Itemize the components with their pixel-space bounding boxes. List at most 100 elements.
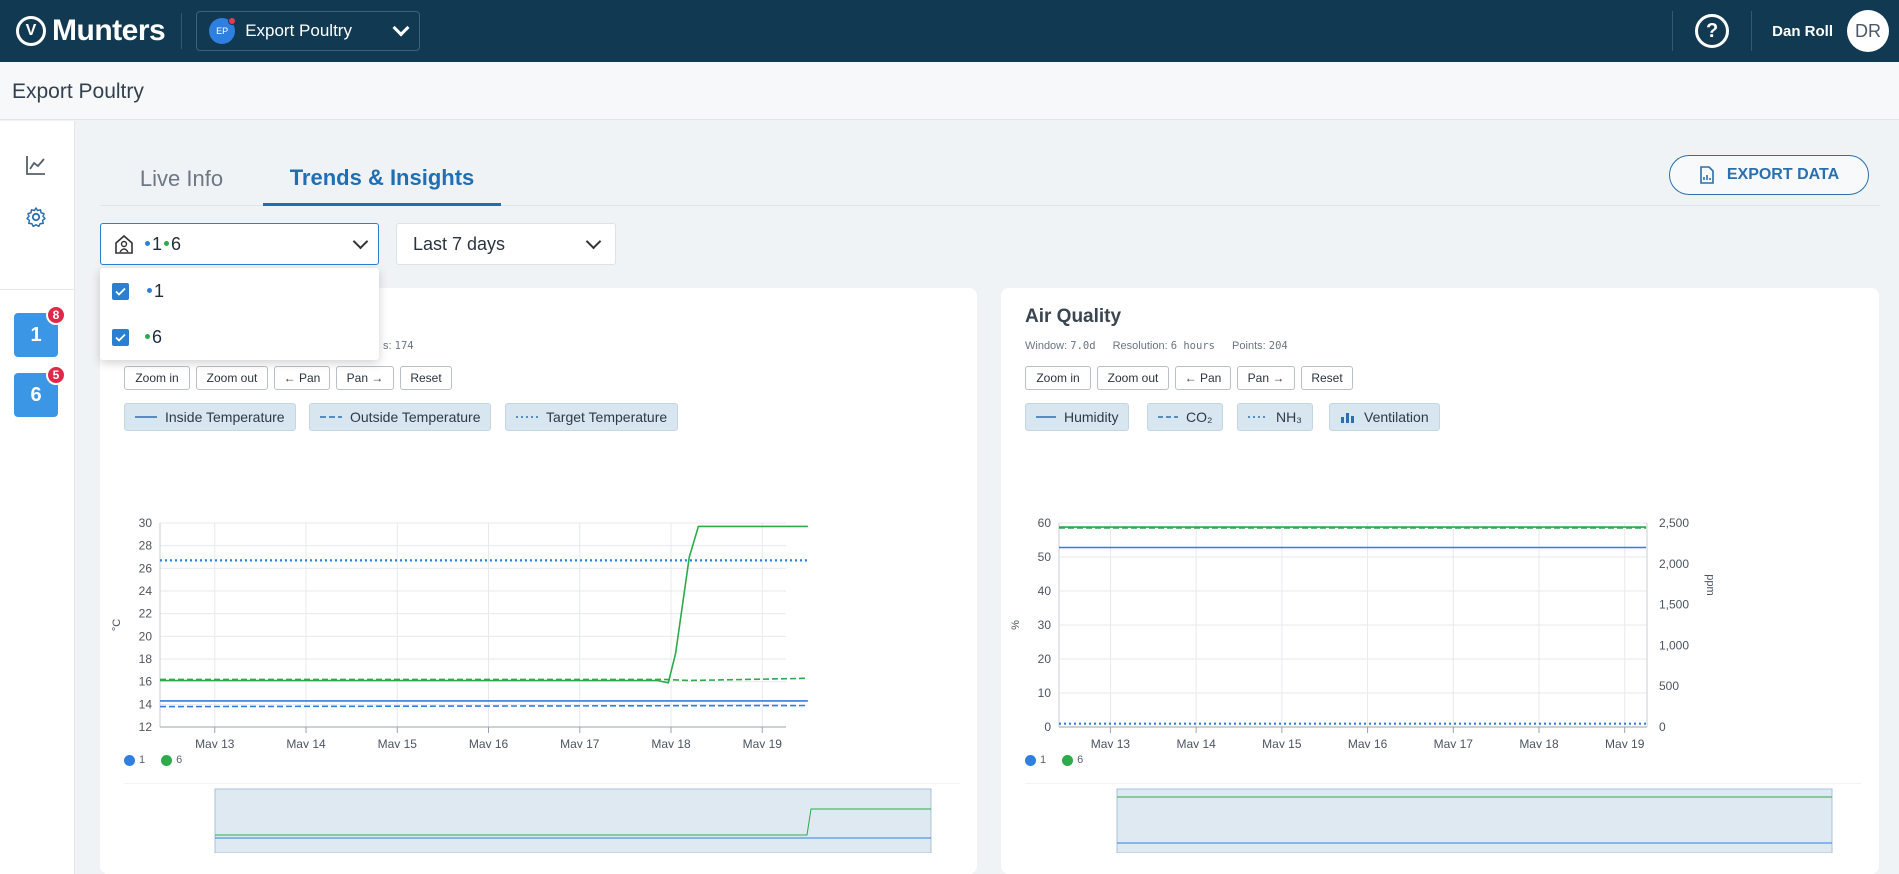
zoom-in-button[interactable]: Zoom in — [124, 366, 190, 390]
house-button-1[interactable]: 1 8 — [14, 305, 66, 357]
legend-label-1: 1 — [1040, 754, 1047, 766]
y-tick-label: 30 — [1038, 618, 1052, 632]
legend-target-temperature[interactable]: Target Temperature — [505, 403, 679, 431]
y-tick-label: 12 — [139, 720, 153, 734]
x-tick-label: May 19 — [1605, 737, 1645, 748]
house-option-1[interactable]: 1 — [112, 276, 164, 306]
y2-tick-label: 1,500 — [1659, 598, 1689, 612]
y-tick-label: 50 — [1038, 550, 1052, 564]
divider — [1751, 11, 1753, 51]
x-tick-label: May 19 — [743, 737, 783, 748]
x-tick-label: May 14 — [1176, 737, 1216, 748]
y-tick-label: 20 — [139, 629, 153, 643]
pan-left-button[interactable]: ← Pan — [274, 366, 330, 390]
checkbox-checked-icon[interactable] — [112, 282, 129, 300]
legend-nh3[interactable]: NH₃ — [1237, 403, 1313, 431]
pan-right-button[interactable]: Pan → — [1237, 366, 1295, 390]
series-legend: 1 6 — [124, 754, 182, 766]
y2-axis-label: ppm — [1704, 574, 1716, 595]
house-option-6[interactable]: 6 — [112, 322, 162, 352]
brand-logo[interactable]: V Munters — [16, 14, 166, 48]
alarm-count-badge: 8 — [46, 305, 66, 325]
house-6-swatch[interactable] — [1062, 754, 1074, 766]
house-icon — [115, 234, 133, 254]
dotted-line-icon — [516, 416, 538, 418]
house-1-swatch[interactable] — [1025, 754, 1036, 766]
house-filter-dropdown: 1 6 — [100, 268, 379, 360]
navigator-series-6 — [215, 808, 931, 836]
house-6-swatch[interactable] — [161, 754, 173, 766]
legend-label-6: 6 — [176, 754, 183, 766]
navigator-window[interactable] — [1116, 788, 1833, 853]
x-tick-label: May 16 — [1348, 737, 1388, 748]
tab-trends-insights[interactable]: Trends & Insights — [263, 152, 501, 206]
y2-tick-label: 2,500 — [1659, 516, 1689, 530]
trends-chart-icon[interactable] — [24, 153, 48, 177]
tab-bar: Live Info Trends & Insights — [100, 152, 1880, 206]
legend-co2[interactable]: CO₂ — [1147, 403, 1224, 431]
y-tick-label: 0 — [1044, 720, 1051, 734]
gear-icon[interactable] — [24, 205, 48, 229]
site-selector[interactable]: EP Export Poultry — [196, 11, 421, 51]
y2-tick-label: 1,000 — [1659, 638, 1689, 652]
temperature-range-navigator[interactable] — [100, 783, 977, 853]
option-label: 6 — [152, 326, 163, 347]
series-line-outside-temperature-house-1 — [159, 704, 808, 708]
pan-right-button[interactable]: Pan → — [336, 366, 394, 390]
user-name[interactable]: Dan Roll — [1772, 22, 1833, 40]
legend-ventilation[interactable]: Ventilation — [1329, 403, 1440, 431]
card-meta: Window: 7.0d Resolution: 6 hours Points:… — [1025, 340, 1288, 352]
house-6-color-dot — [145, 333, 150, 339]
dashed-line-icon — [320, 416, 342, 418]
x-tick-label: May 17 — [1434, 737, 1474, 748]
dashed-line-icon — [1158, 416, 1178, 418]
y-axis-label: % — [1010, 620, 1022, 630]
y-tick-label: 10 — [1038, 686, 1052, 700]
reset-button[interactable]: Reset — [1301, 366, 1353, 390]
solid-line-icon — [1036, 416, 1056, 418]
brand-name: Munters — [52, 14, 166, 47]
house-1-color-dot — [147, 287, 152, 293]
tab-live-info[interactable]: Live Info — [139, 166, 224, 191]
x-tick-label: May 16 — [469, 737, 509, 748]
legend-outside-temperature[interactable]: Outside Temperature — [309, 403, 492, 431]
house-6-color-dot — [164, 240, 170, 246]
zoom-out-button[interactable]: Zoom out — [1097, 366, 1169, 390]
y-tick-label: 28 — [139, 539, 153, 553]
house-1-color-dot — [145, 240, 150, 246]
time-range-select[interactable]: Last 7 days — [396, 223, 616, 265]
navigator-window[interactable] — [214, 788, 932, 853]
divider — [1672, 11, 1674, 51]
help-icon[interactable]: ? — [1695, 14, 1730, 48]
y2-tick-label: 0 — [1659, 720, 1666, 734]
document-chart-icon — [1700, 166, 1714, 184]
house-1-swatch[interactable] — [124, 754, 135, 766]
solid-line-icon — [135, 416, 157, 418]
house-button-6[interactable]: 6 5 — [14, 365, 66, 417]
munters-logo-icon: V — [16, 16, 46, 46]
legend-inside-temperature[interactable]: Inside Temperature — [124, 403, 296, 431]
export-data-button[interactable]: EXPORT DATA — [1669, 155, 1869, 195]
zoom-out-button[interactable]: Zoom out — [196, 366, 268, 390]
site-avatar: EP — [209, 17, 237, 44]
card-title: Air Quality — [1025, 306, 1122, 327]
y-tick-label: 20 — [1038, 652, 1052, 666]
checkbox-checked-icon[interactable] — [112, 328, 129, 346]
y-tick-label: 14 — [139, 697, 153, 711]
air-quality-range-navigator[interactable] — [1001, 783, 1879, 853]
zoom-in-button[interactable]: Zoom in — [1025, 366, 1091, 390]
legend-humidity[interactable]: Humidity — [1025, 403, 1130, 431]
pan-left-button[interactable]: ← Pan — [1175, 366, 1231, 390]
x-tick-label: May 15 — [1262, 737, 1302, 748]
x-tick-label: May 13 — [1091, 737, 1131, 748]
reset-button[interactable]: Reset — [400, 366, 452, 390]
export-label: EXPORT DATA — [1726, 166, 1840, 183]
user-avatar[interactable]: DR — [1847, 10, 1889, 52]
time-range-value: Last 7 days — [413, 233, 506, 254]
chevron-down-icon — [352, 233, 369, 249]
y2-tick-label: 500 — [1659, 679, 1679, 693]
y-axis-label: °C — [111, 619, 123, 631]
